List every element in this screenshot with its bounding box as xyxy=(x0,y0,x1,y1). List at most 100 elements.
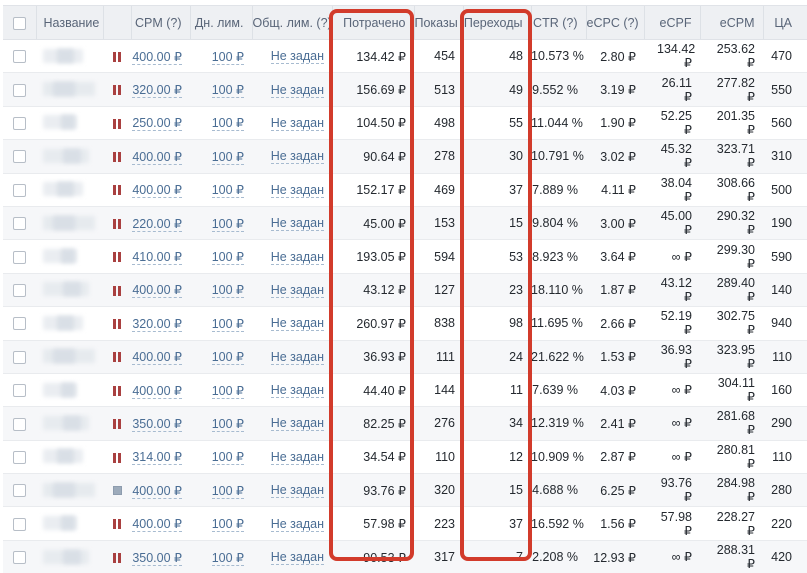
daily-limit-link[interactable]: 100 ₽ xyxy=(212,283,244,298)
select-all-checkbox[interactable] xyxy=(13,17,26,30)
row-checkbox[interactable] xyxy=(13,317,26,330)
cpm-link[interactable]: 350.00 ₽ xyxy=(132,551,182,566)
row-checkbox[interactable] xyxy=(13,451,26,464)
row-checkbox[interactable] xyxy=(13,251,26,264)
row-checkbox[interactable] xyxy=(13,484,26,497)
ad-name-cell[interactable] xyxy=(36,373,103,406)
cpm-link[interactable]: 400.00 ₽ xyxy=(132,350,182,365)
ad-name-cell[interactable] xyxy=(36,106,103,139)
daily-limit-link[interactable]: 100 ₽ xyxy=(212,150,244,165)
total-limit-link[interactable]: Не задан xyxy=(271,416,324,431)
ad-name-redacted[interactable] xyxy=(43,215,103,232)
cpm-link[interactable]: 220.00 ₽ xyxy=(132,217,182,232)
cpm-link[interactable]: 400.00 ₽ xyxy=(132,150,182,165)
daily-limit-link[interactable]: 100 ₽ xyxy=(212,517,244,532)
cpm-link[interactable]: 410.00 ₽ xyxy=(132,250,182,265)
ad-name-cell[interactable] xyxy=(36,440,103,473)
cpm-link[interactable]: 320.00 ₽ xyxy=(132,317,182,332)
ad-name-redacted[interactable] xyxy=(43,81,103,98)
daily-limit-link[interactable]: 100 ₽ xyxy=(212,551,244,566)
total-limit-link[interactable]: Не задан xyxy=(271,83,324,98)
ad-name-cell[interactable] xyxy=(36,540,103,573)
ad-name-redacted[interactable] xyxy=(43,482,103,499)
total-limit-link[interactable]: Не задан xyxy=(271,383,324,398)
row-checkbox[interactable] xyxy=(13,351,26,364)
column-header-cpm[interactable]: CPM (?) xyxy=(131,6,190,40)
cpm-link[interactable]: 400.00 ₽ xyxy=(132,283,182,298)
daily-limit-link[interactable]: 100 ₽ xyxy=(212,317,244,332)
total-limit-link[interactable]: Не задан xyxy=(271,350,324,365)
total-limit-link[interactable]: Не задан xyxy=(271,483,324,498)
cpm-link[interactable]: 320.00 ₽ xyxy=(132,83,182,98)
cpm-link[interactable]: 400.00 ₽ xyxy=(132,50,182,65)
cpm-link[interactable]: 400.00 ₽ xyxy=(132,183,182,198)
ad-name-redacted[interactable] xyxy=(43,315,103,332)
ad-name-cell[interactable] xyxy=(36,40,103,73)
row-checkbox[interactable] xyxy=(13,150,26,163)
total-limit-link[interactable]: Не задан xyxy=(271,450,324,465)
total-limit-link[interactable]: Не задан xyxy=(271,149,324,164)
column-header-audience[interactable]: ЦА xyxy=(763,6,807,40)
column-header-ecpf[interactable]: eCPF xyxy=(644,6,700,40)
ad-name-redacted[interactable] xyxy=(43,181,103,198)
total-limit-link[interactable]: Не задан xyxy=(271,250,324,265)
cpm-link[interactable]: 314.00 ₽ xyxy=(132,450,182,465)
ad-name-cell[interactable] xyxy=(36,474,103,507)
ad-name-cell[interactable] xyxy=(36,73,103,106)
ad-name-cell[interactable] xyxy=(36,507,103,540)
row-checkbox[interactable] xyxy=(13,217,26,230)
cpm-link[interactable]: 250.00 ₽ xyxy=(132,116,182,131)
total-limit-link[interactable]: Не задан xyxy=(271,116,324,131)
total-limit-link[interactable]: Не задан xyxy=(271,517,324,532)
ad-name-cell[interactable] xyxy=(36,340,103,373)
ad-name-cell[interactable] xyxy=(36,240,103,273)
daily-limit-link[interactable]: 100 ₽ xyxy=(212,384,244,399)
row-checkbox[interactable] xyxy=(13,184,26,197)
daily-limit-link[interactable]: 100 ₽ xyxy=(212,350,244,365)
daily-limit-link[interactable]: 100 ₽ xyxy=(212,484,244,499)
daily-limit-link[interactable]: 100 ₽ xyxy=(212,250,244,265)
row-checkbox[interactable] xyxy=(13,117,26,130)
total-limit-link[interactable]: Не задан xyxy=(271,283,324,298)
ad-name-redacted[interactable] xyxy=(43,248,103,265)
daily-limit-link[interactable]: 100 ₽ xyxy=(212,417,244,432)
ad-name-cell[interactable] xyxy=(36,307,103,340)
column-header-impressions[interactable]: Показы xyxy=(414,6,463,40)
ad-name-cell[interactable] xyxy=(36,140,103,173)
row-checkbox[interactable] xyxy=(13,518,26,531)
ad-name-redacted[interactable] xyxy=(43,415,103,432)
ad-name-redacted[interactable] xyxy=(43,549,103,566)
row-checkbox[interactable] xyxy=(13,418,26,431)
ad-name-redacted[interactable] xyxy=(43,348,103,365)
column-header-ecpc[interactable]: eCPC (?) xyxy=(586,6,644,40)
ad-name-redacted[interactable] xyxy=(43,48,103,65)
cpm-link[interactable]: 400.00 ₽ xyxy=(132,384,182,399)
ad-name-cell[interactable] xyxy=(36,273,103,306)
column-header-total-limit[interactable]: Общ. лим. (?) xyxy=(252,6,332,40)
row-checkbox[interactable] xyxy=(13,384,26,397)
column-header-name[interactable]: Название xyxy=(36,6,103,40)
ad-name-redacted[interactable] xyxy=(43,382,103,399)
ad-name-cell[interactable] xyxy=(36,173,103,206)
row-checkbox[interactable] xyxy=(13,50,26,63)
ad-name-cell[interactable] xyxy=(36,206,103,239)
ad-name-redacted[interactable] xyxy=(43,281,103,298)
cpm-link[interactable]: 350.00 ₽ xyxy=(132,417,182,432)
column-header-spent[interactable]: Потрачено xyxy=(332,6,414,40)
total-limit-link[interactable]: Не задан xyxy=(271,183,324,198)
daily-limit-link[interactable]: 100 ₽ xyxy=(212,183,244,198)
cpm-link[interactable]: 400.00 ₽ xyxy=(132,484,182,499)
daily-limit-link[interactable]: 100 ₽ xyxy=(212,83,244,98)
ad-name-redacted[interactable] xyxy=(43,114,103,131)
column-header-ctr[interactable]: CTR (?) xyxy=(531,6,586,40)
row-checkbox[interactable] xyxy=(13,284,26,297)
column-header-daily-limit[interactable]: Дн. лим. xyxy=(190,6,252,40)
ad-name-redacted[interactable] xyxy=(43,448,103,465)
ad-name-redacted[interactable] xyxy=(43,515,103,532)
column-header-clicks[interactable]: Переходы xyxy=(463,6,531,40)
column-header-ecpm[interactable]: eCPM xyxy=(700,6,763,40)
daily-limit-link[interactable]: 100 ₽ xyxy=(212,116,244,131)
ad-name-redacted[interactable] xyxy=(43,148,103,165)
row-checkbox[interactable] xyxy=(13,84,26,97)
cpm-link[interactable]: 400.00 ₽ xyxy=(132,517,182,532)
